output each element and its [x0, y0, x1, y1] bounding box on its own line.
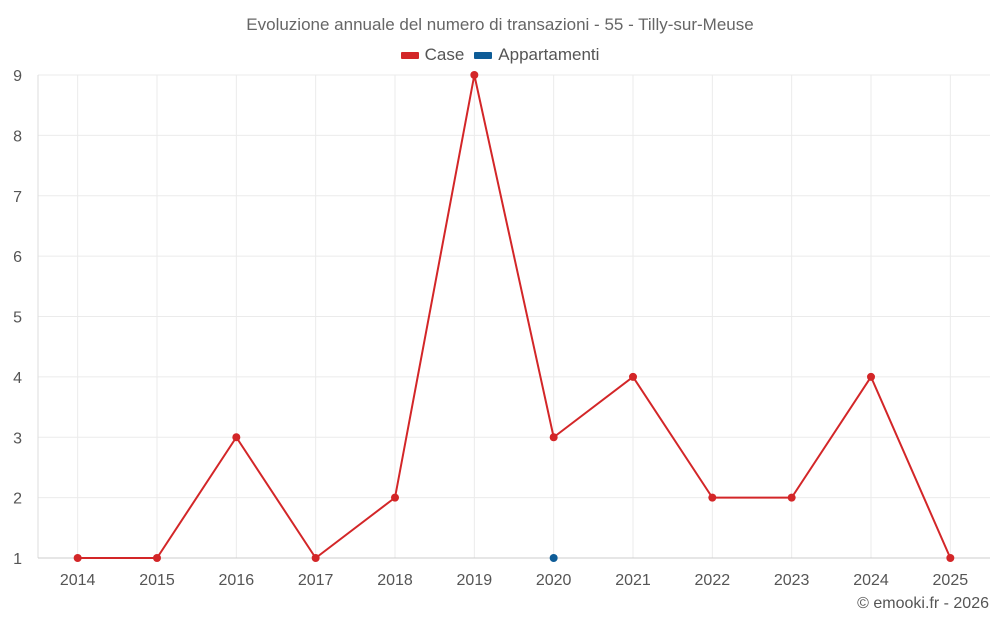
legend-swatch-appartamenti	[474, 51, 493, 59]
y-tick-label: 2	[13, 491, 22, 508]
data-point-series-0	[867, 372, 875, 381]
y-tick-label: 5	[13, 310, 22, 327]
data-point-series-0	[311, 554, 320, 562]
data-point-series-0	[549, 433, 558, 442]
y-tick-label: 9	[13, 68, 22, 85]
chart-title: Evoluzione annuale del numero di transaz…	[246, 15, 754, 34]
x-tick-label: 2022	[695, 572, 731, 589]
series-line-0	[77, 74, 952, 559]
data-point-series-0	[629, 372, 637, 381]
data-point-series-0	[391, 493, 399, 502]
data-point-series-0	[946, 554, 955, 562]
y-tick-label: 1	[13, 551, 22, 568]
legend-item-case[interactable]: Case	[400, 45, 465, 65]
x-tick-label: 2019	[457, 572, 493, 589]
legend-swatch-case	[400, 51, 419, 59]
x-tick-label: 2021	[615, 572, 651, 589]
x-tick-label: 2016	[219, 572, 255, 589]
x-tick-label: 2020	[536, 572, 572, 589]
x-tick-label: 2014	[60, 572, 96, 589]
data-point-series-0	[73, 554, 82, 562]
copyright-footer: © emooki.fr - 2026	[857, 595, 989, 612]
legend: Case Appartamenti	[0, 45, 1000, 65]
y-tick-label: 3	[13, 430, 22, 447]
y-tick-label: 8	[13, 128, 22, 145]
data-point-series-1	[549, 554, 558, 562]
x-tick-label: 2017	[298, 572, 334, 589]
x-tick-label: 2023	[774, 572, 810, 589]
y-tick-label: 6	[13, 249, 22, 266]
x-tick-label: 2015	[139, 572, 175, 589]
x-tick-label: 2024	[853, 572, 889, 589]
y-tick-label: 7	[13, 189, 22, 206]
data-point-series-0	[708, 493, 717, 502]
data-point-series-0	[787, 493, 796, 502]
data-point-series-0	[470, 71, 479, 79]
data-point-series-0	[153, 554, 161, 562]
x-tick-label: 2025	[933, 572, 969, 589]
y-tick-label: 4	[13, 370, 22, 387]
x-tick-label: 2018	[377, 572, 413, 589]
legend-label-case: Case	[424, 45, 465, 64]
data-point-series-0	[232, 433, 241, 442]
legend-label-appartamenti: Appartamenti	[498, 45, 600, 64]
legend-item-appartamenti[interactable]: Appartamenti	[474, 45, 599, 65]
